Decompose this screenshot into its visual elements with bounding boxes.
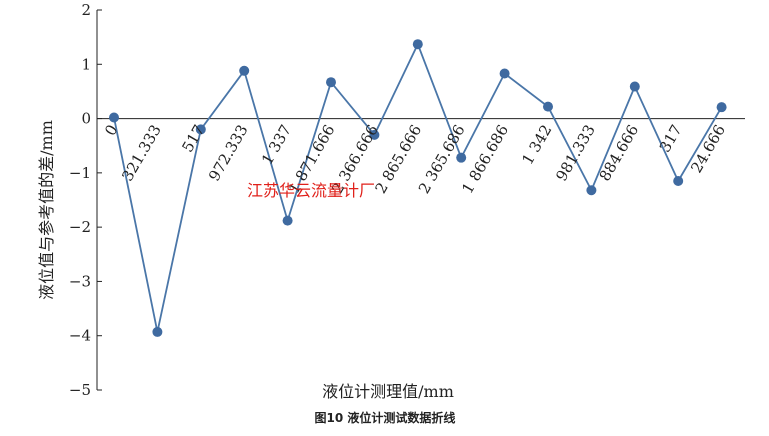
x-tick-label: 317 (656, 122, 686, 156)
x-tick-label: 972.333 (205, 122, 252, 185)
x-tick-label: 321.333 (118, 122, 165, 185)
series (109, 39, 727, 337)
x-tick-label: 981.333 (552, 122, 599, 185)
x-tick-label: 24.666 (687, 122, 729, 176)
y-tick-label: −1 (69, 164, 91, 182)
data-point (109, 112, 119, 123)
y-tick-label: −2 (69, 218, 91, 236)
data-point (499, 68, 510, 79)
data-point (326, 77, 336, 88)
y-axis: 2 1 0 −1 −2 −3 −4 −5 (69, 1, 102, 399)
data-point (412, 39, 423, 50)
x-tick-label: 1 342 (518, 122, 555, 168)
data-point (456, 152, 467, 163)
x-tick-label: 1 337 (258, 122, 295, 168)
data-point (629, 81, 640, 92)
data-point (239, 65, 250, 76)
y-tick-label: 1 (81, 55, 91, 73)
y-tick-label: 2 (81, 1, 91, 19)
data-point (673, 176, 684, 186)
data-point (543, 101, 553, 112)
y-tick-label: −3 (69, 272, 91, 290)
watermark-text: 江苏华云流量计厂 (247, 181, 375, 200)
figure-caption: 图10 液位计测试数据折线 (315, 410, 456, 425)
data-point (716, 102, 727, 113)
data-point (586, 185, 597, 196)
data-point (282, 215, 293, 226)
y-tick-label: −4 (69, 327, 91, 345)
data-point (369, 129, 380, 140)
y-tick-label: 0 (81, 110, 91, 128)
y-axis-label: 液位值与参考值的差/mm (37, 120, 56, 300)
data-point (195, 124, 206, 135)
data-point (152, 326, 163, 337)
y-tick-label: −5 (69, 381, 91, 399)
x-axis-label: 液位计测理值/mm (322, 382, 454, 401)
x-tick-label: 884.666 (596, 122, 643, 185)
